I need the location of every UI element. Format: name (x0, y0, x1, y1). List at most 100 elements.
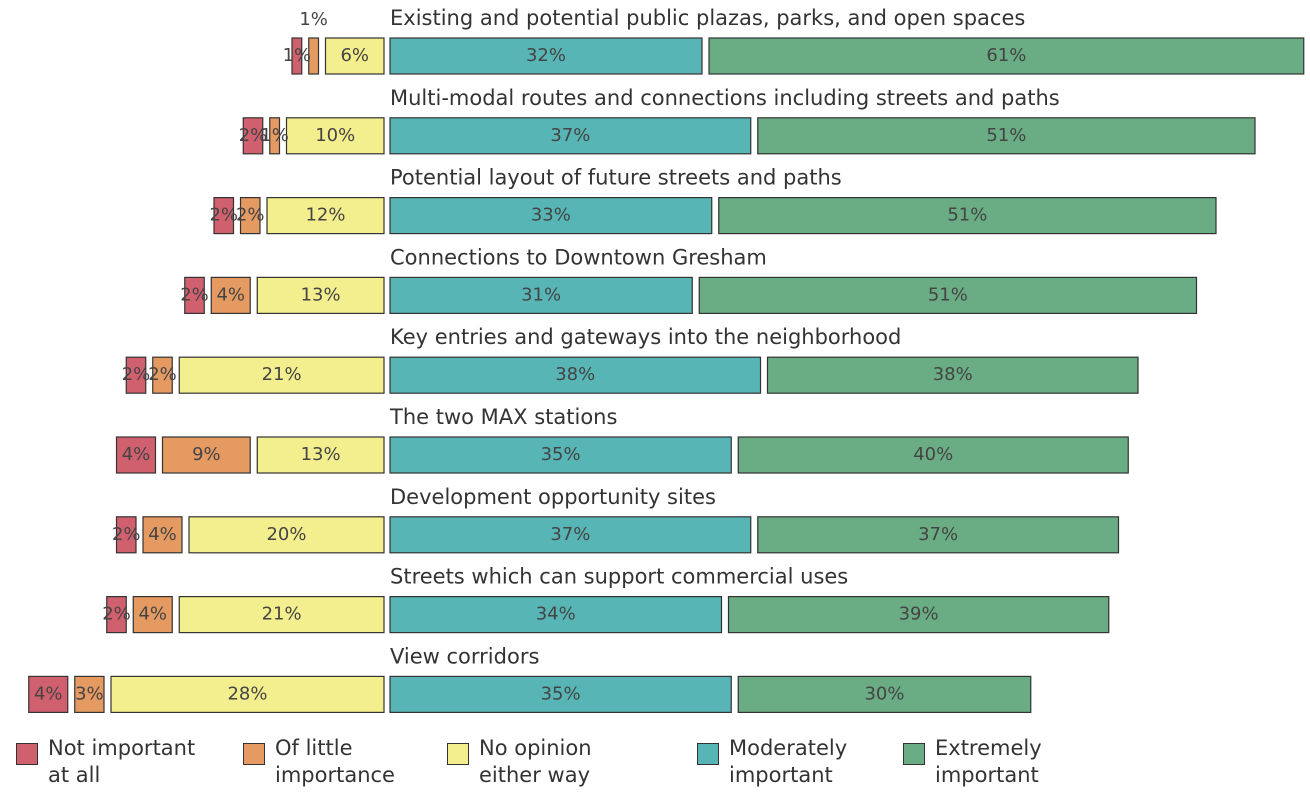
bar-segment (239, 197, 261, 235)
value-label: 1% (299, 9, 328, 30)
value-label: 12% (305, 205, 345, 226)
bar-segment (256, 276, 385, 314)
value-label: 13% (301, 444, 341, 465)
bar-segment (269, 117, 281, 155)
bar-segment (727, 595, 1110, 634)
value-label: 20% (266, 524, 306, 545)
bar-segment (242, 117, 264, 155)
value-label: 4% (138, 604, 167, 625)
category-label: Key entries and gateways into the neighb… (390, 325, 901, 349)
bar-segment (698, 276, 1198, 314)
value-label: 2% (236, 205, 265, 226)
bar-segment (178, 356, 385, 394)
legend-item: No opinion either way (447, 735, 629, 789)
bar-segment (389, 197, 713, 235)
bar-segment (389, 117, 752, 155)
bar-segment (142, 516, 183, 554)
bar-segment (757, 117, 1256, 155)
bar-segment (291, 37, 303, 75)
value-label: 40% (913, 444, 953, 465)
value-label: 34% (536, 604, 576, 625)
bar-segment (178, 595, 385, 634)
value-label: 35% (541, 683, 581, 704)
legend-swatch (903, 743, 925, 765)
bar-segment (389, 276, 693, 314)
legend-label: Moderately important (729, 736, 848, 787)
legend-swatch (16, 743, 38, 765)
value-label: 2% (112, 524, 141, 545)
bar-segment (266, 197, 385, 235)
value-label: 28% (227, 683, 267, 704)
bar-segment (256, 436, 385, 474)
bar-segment (152, 356, 173, 394)
bar-segment (757, 516, 1120, 554)
bar-segment (737, 436, 1129, 474)
bar-segment (389, 516, 752, 554)
category-label: Multi-modal routes and connections inclu… (390, 86, 1060, 110)
bar-segment (324, 37, 385, 75)
value-label: 35% (541, 444, 581, 465)
bar-segment (188, 516, 385, 554)
value-label: 4% (122, 444, 151, 465)
bar-segment (210, 276, 251, 314)
value-label: 10% (315, 125, 355, 146)
bar-segment (106, 595, 127, 634)
bar-segment (389, 675, 732, 714)
value-label: 38% (555, 364, 595, 385)
value-label: 2% (102, 604, 131, 625)
legend-swatch (447, 743, 469, 765)
legend-item: Extremely important (903, 735, 1085, 789)
value-label: 21% (262, 364, 302, 385)
value-label: 61% (986, 45, 1026, 66)
value-label: 6% (340, 45, 369, 66)
bar-segment (285, 117, 385, 155)
value-label: 37% (550, 524, 590, 545)
bar-segment (389, 595, 723, 634)
value-label: 9% (192, 444, 221, 465)
value-label: 4% (216, 284, 245, 305)
value-label: 38% (933, 364, 973, 385)
legend-item: Not important at all (16, 735, 198, 789)
legend-label: Of little importance (275, 736, 395, 787)
category-label: Streets which can support commercial use… (390, 565, 848, 589)
value-label: 32% (526, 45, 566, 66)
bar-segment (115, 516, 137, 554)
legend-label: Extremely important (935, 736, 1042, 787)
bar-segment (737, 675, 1032, 714)
bar-segment (389, 37, 703, 75)
legend-item: Of little importance (243, 735, 425, 789)
value-label: 4% (148, 524, 177, 545)
value-label: 1% (283, 45, 312, 66)
legend-item: Moderately important (697, 735, 879, 789)
bar-segment (115, 436, 157, 474)
category-label: Existing and potential public plazas, pa… (390, 6, 1025, 30)
value-label: 2% (209, 205, 238, 226)
bar-segment (718, 197, 1217, 235)
value-label: 33% (531, 205, 571, 226)
category-label: View corridors (390, 644, 539, 668)
value-label: 31% (521, 284, 561, 305)
value-label: 21% (262, 604, 302, 625)
chart: Existing and potential public plazas, pa… (28, 6, 1305, 714)
value-label: 37% (550, 125, 590, 146)
legend-swatch (243, 743, 265, 765)
category-label: Potential layout of future streets and p… (390, 166, 842, 190)
bar-segment (125, 356, 147, 394)
bar-segment (766, 356, 1139, 394)
value-label: 1% (260, 125, 289, 146)
bar-segment (389, 356, 762, 394)
value-label: 39% (899, 604, 939, 625)
bar-segment (161, 436, 251, 474)
value-label: 4% (34, 683, 63, 704)
value-label: 51% (986, 125, 1026, 146)
category-label: The two MAX stations (389, 405, 617, 429)
legend-swatch (697, 743, 719, 765)
value-label: 3% (75, 683, 104, 704)
bar-segment (132, 595, 173, 634)
bar-segment (110, 675, 385, 714)
value-label: 2% (239, 125, 268, 146)
bar-segment (308, 37, 320, 75)
bar-segment (708, 37, 1305, 75)
bar-segment (74, 675, 105, 714)
